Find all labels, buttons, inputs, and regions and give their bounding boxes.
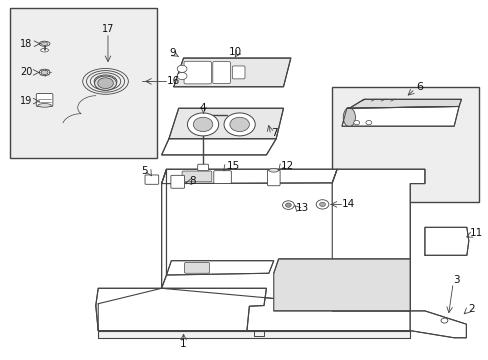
FancyBboxPatch shape <box>232 66 244 79</box>
FancyBboxPatch shape <box>182 171 211 182</box>
FancyBboxPatch shape <box>36 94 53 107</box>
FancyBboxPatch shape <box>145 175 158 184</box>
Ellipse shape <box>39 41 50 46</box>
FancyBboxPatch shape <box>212 62 230 84</box>
Polygon shape <box>331 169 424 311</box>
Ellipse shape <box>41 48 48 52</box>
Polygon shape <box>96 288 266 330</box>
Circle shape <box>193 117 212 132</box>
Bar <box>331 87 478 202</box>
Text: 5: 5 <box>142 166 148 176</box>
Polygon shape <box>168 108 283 139</box>
Circle shape <box>187 113 218 136</box>
FancyBboxPatch shape <box>197 164 208 171</box>
Text: 12: 12 <box>281 161 294 171</box>
Ellipse shape <box>98 78 113 89</box>
Ellipse shape <box>41 70 48 75</box>
Ellipse shape <box>343 108 355 127</box>
Polygon shape <box>273 259 409 311</box>
Circle shape <box>365 121 371 125</box>
Text: 14: 14 <box>341 199 355 209</box>
Text: 6: 6 <box>416 82 423 92</box>
Ellipse shape <box>39 69 50 76</box>
Text: 7: 7 <box>271 129 277 138</box>
Circle shape <box>316 200 328 209</box>
Polygon shape <box>409 311 466 338</box>
Text: 3: 3 <box>452 275 459 285</box>
Ellipse shape <box>38 104 51 107</box>
Circle shape <box>177 72 186 80</box>
Circle shape <box>285 203 291 207</box>
Text: 13: 13 <box>296 203 309 213</box>
FancyBboxPatch shape <box>183 61 211 84</box>
FancyBboxPatch shape <box>267 170 280 186</box>
Ellipse shape <box>268 168 278 172</box>
Text: 20: 20 <box>20 67 33 77</box>
Ellipse shape <box>94 76 116 90</box>
Text: 16: 16 <box>166 76 180 86</box>
Text: 8: 8 <box>189 176 196 186</box>
FancyBboxPatch shape <box>213 171 231 184</box>
Circle shape <box>282 201 294 210</box>
Circle shape <box>224 113 255 136</box>
Polygon shape <box>173 58 290 87</box>
Circle shape <box>177 65 186 72</box>
Polygon shape <box>166 261 273 275</box>
Text: 19: 19 <box>20 96 32 106</box>
Text: 11: 11 <box>469 228 483 238</box>
Circle shape <box>353 121 359 125</box>
Polygon shape <box>346 99 461 108</box>
Text: 10: 10 <box>228 47 242 57</box>
Polygon shape <box>98 288 409 330</box>
Text: 15: 15 <box>226 161 240 171</box>
Text: 4: 4 <box>199 103 206 113</box>
Text: 18: 18 <box>20 39 32 49</box>
Text: 2: 2 <box>467 304 473 314</box>
Text: 17: 17 <box>102 24 114 35</box>
Polygon shape <box>161 139 276 155</box>
Polygon shape <box>161 169 336 184</box>
FancyBboxPatch shape <box>184 262 209 273</box>
Polygon shape <box>341 107 458 126</box>
Text: 1: 1 <box>180 338 186 348</box>
FancyBboxPatch shape <box>170 175 184 188</box>
Ellipse shape <box>41 42 48 45</box>
Polygon shape <box>161 169 166 288</box>
Circle shape <box>319 202 325 207</box>
Text: 9: 9 <box>169 48 175 58</box>
Bar <box>10 8 157 158</box>
Circle shape <box>229 117 249 132</box>
Polygon shape <box>424 227 468 255</box>
Polygon shape <box>98 330 409 338</box>
Circle shape <box>440 318 447 323</box>
